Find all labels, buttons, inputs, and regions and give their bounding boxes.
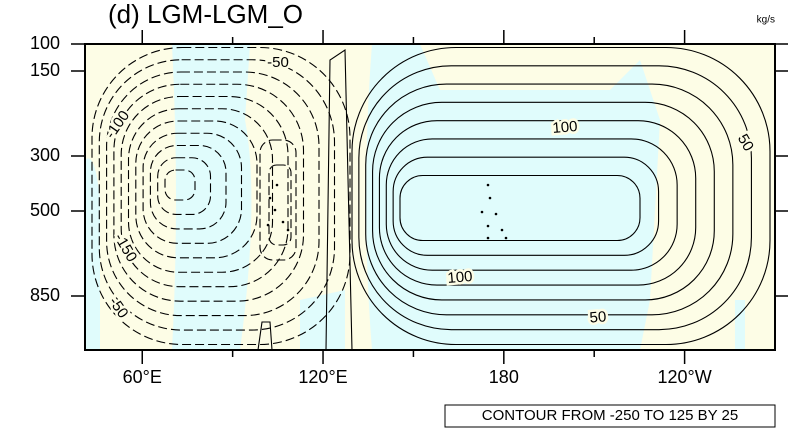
units: kg/s bbox=[757, 15, 775, 26]
contour-line bbox=[372, 101, 715, 301]
info-box bbox=[444, 404, 776, 428]
contour-line bbox=[142, 132, 243, 244]
contours bbox=[91, 46, 771, 351]
contour-line bbox=[106, 71, 320, 317]
contour-line bbox=[120, 95, 289, 288]
contour-line bbox=[358, 65, 752, 331]
y-tick-label: 300 bbox=[30, 145, 60, 165]
y-tick-label: 500 bbox=[30, 200, 60, 220]
contour-line bbox=[259, 139, 297, 261]
contour-line bbox=[392, 156, 660, 256]
contour-line bbox=[378, 120, 697, 286]
y-tick-label: 150 bbox=[30, 60, 60, 80]
contour-line bbox=[91, 46, 351, 346]
contour-label: 100 bbox=[552, 118, 578, 137]
contour-line bbox=[127, 108, 274, 273]
contour-line bbox=[135, 120, 258, 259]
contour-line bbox=[325, 48, 353, 351]
contour-line bbox=[149, 144, 227, 230]
contour-line bbox=[98, 59, 336, 331]
plot-frame bbox=[84, 43, 776, 351]
contour-line bbox=[164, 169, 196, 201]
y-tick-label: 100 bbox=[30, 33, 60, 53]
stipple bbox=[266, 183, 508, 240]
contour-line bbox=[351, 46, 771, 346]
x-tick-label: 60°E bbox=[123, 367, 162, 387]
contour-label: 50 bbox=[589, 308, 607, 326]
y-tick-label: 850 bbox=[30, 285, 60, 305]
chart-title: (d) LGM-LGM_O bbox=[108, 0, 303, 29]
contour-line bbox=[268, 164, 292, 246]
contour-line bbox=[113, 83, 305, 302]
contour-line bbox=[385, 138, 678, 271]
contour-label: -50 bbox=[267, 54, 289, 71]
x-tick-label: 120°E bbox=[298, 367, 347, 387]
contour-line bbox=[157, 157, 212, 216]
x-tick-label: 180 bbox=[489, 367, 519, 387]
contour-label: 100 bbox=[447, 268, 473, 287]
contour-line bbox=[365, 83, 734, 316]
contour-line bbox=[399, 174, 641, 242]
info-label: CONTOUR FROM -250 TO 125 BY 25 bbox=[482, 407, 738, 424]
x-tick-label: 120°W bbox=[657, 367, 711, 387]
contour-line bbox=[257, 321, 273, 351]
